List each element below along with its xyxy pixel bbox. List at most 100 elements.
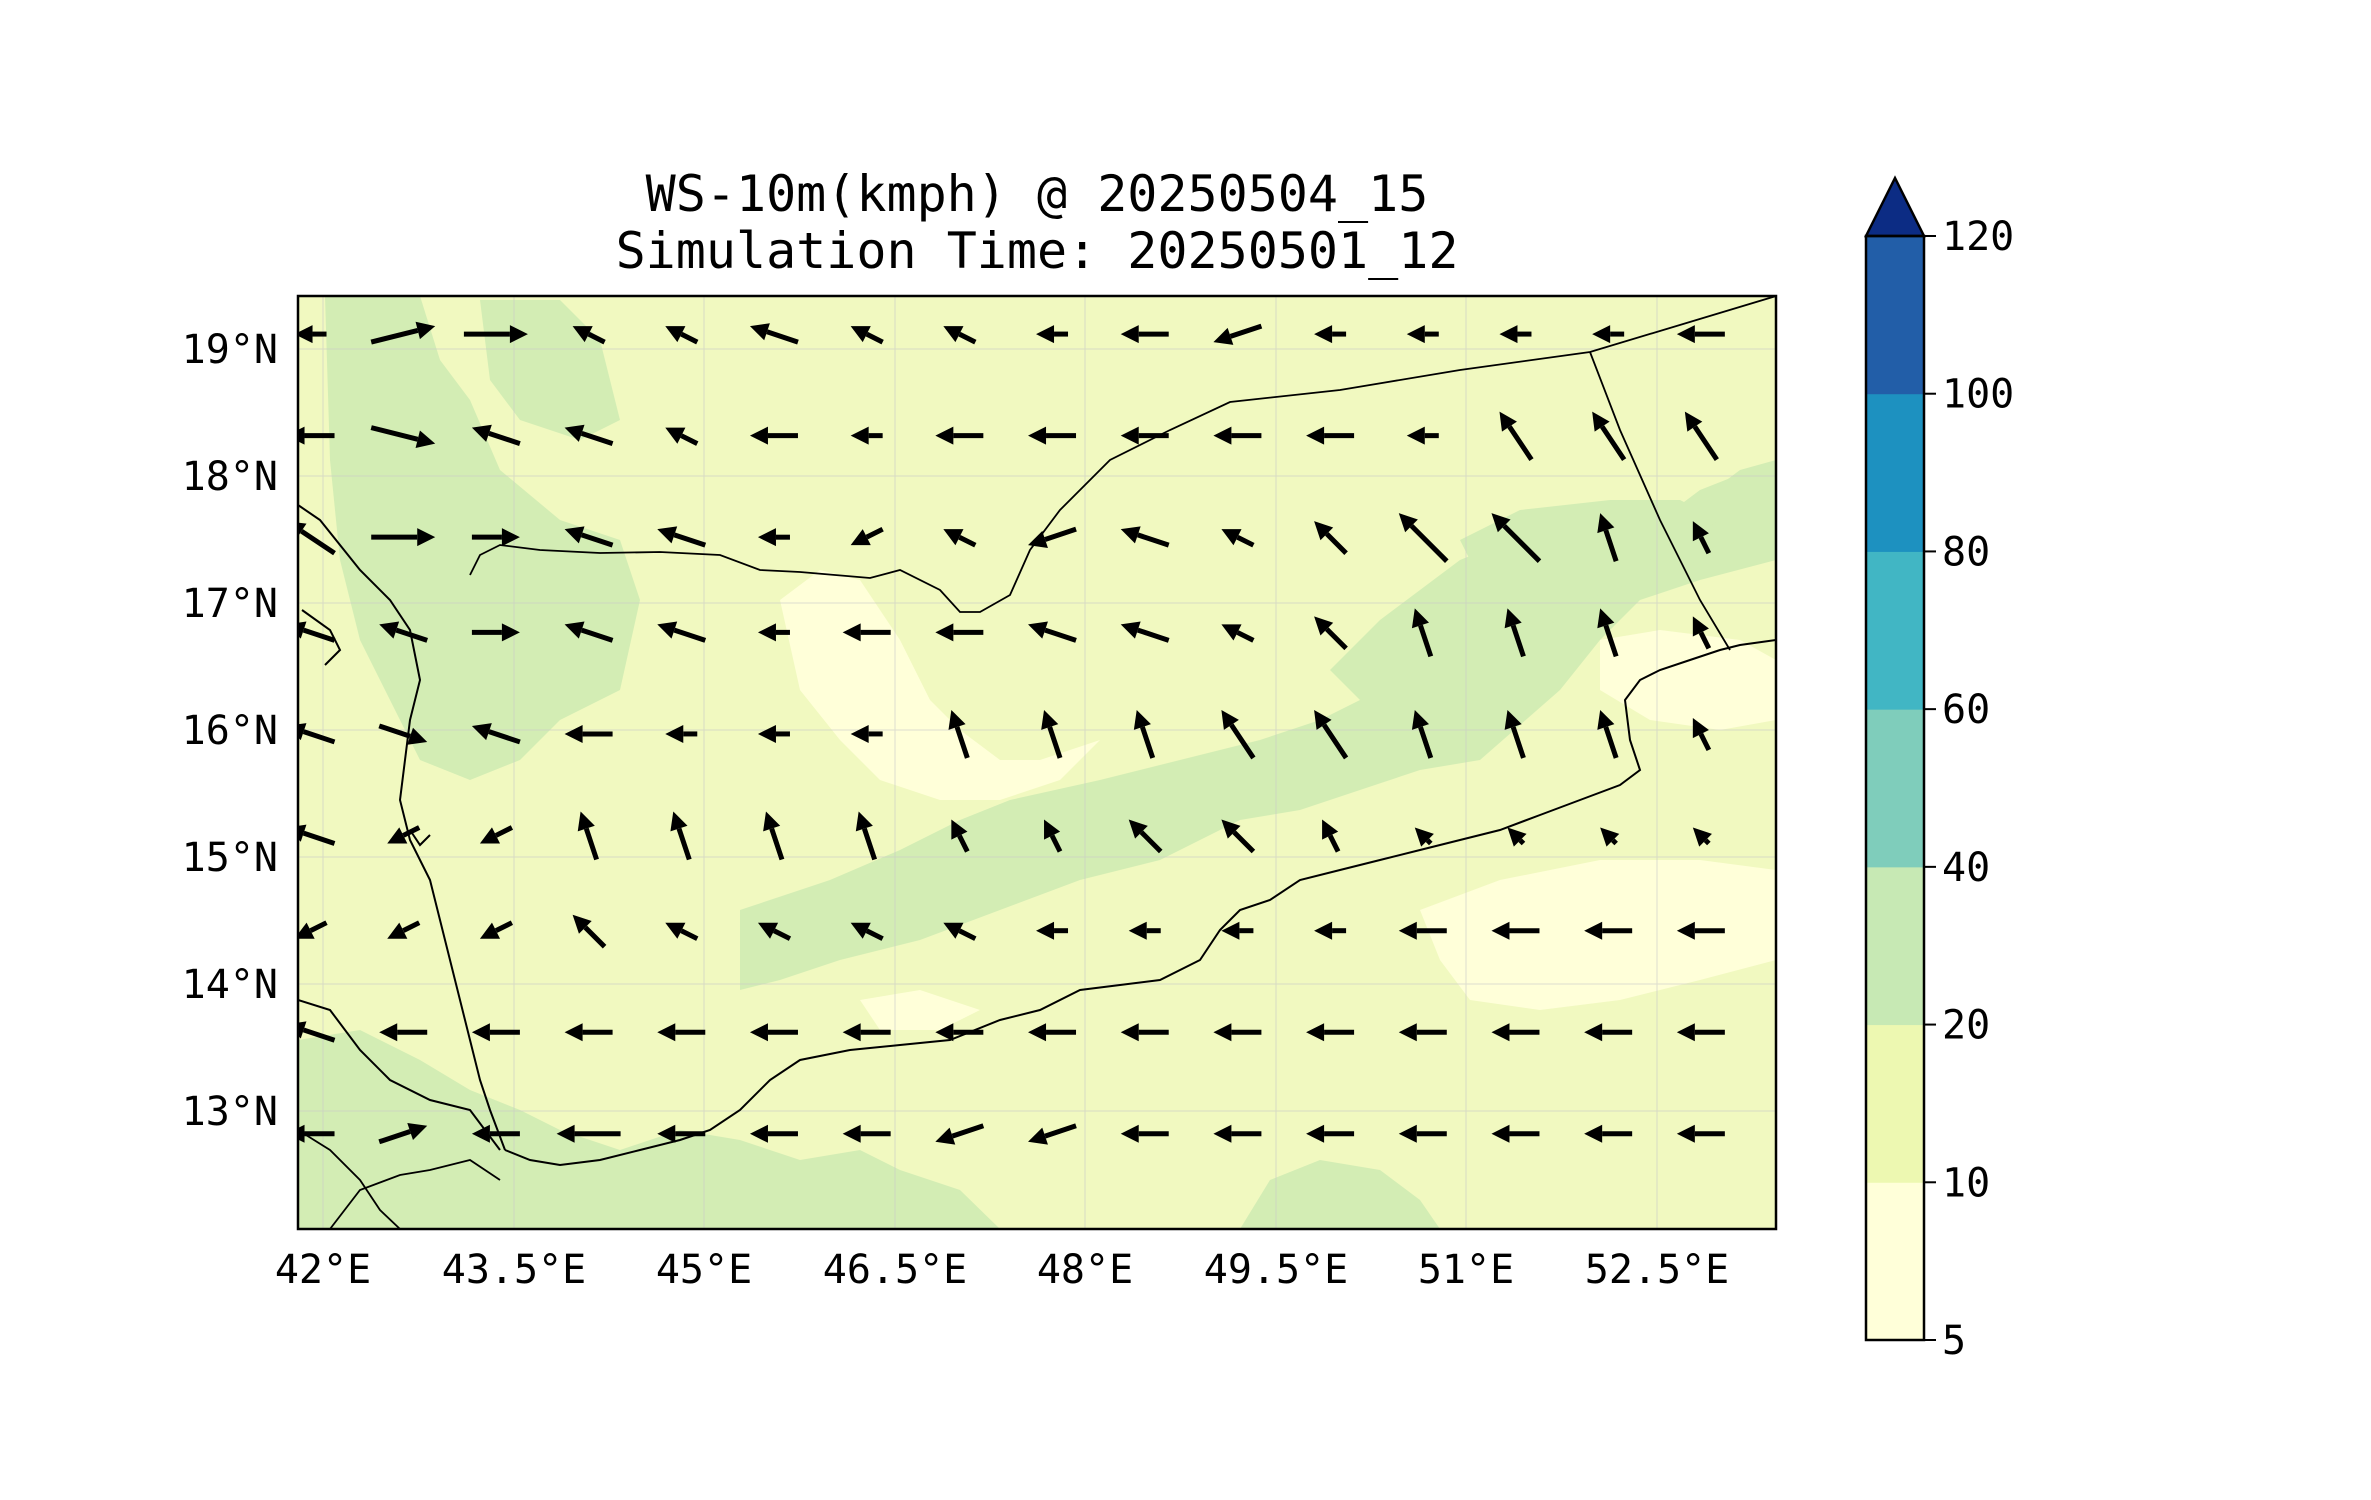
wind-arrow [1120,621,1170,643]
y-tick-label: 17°N [182,581,278,627]
wind-arrow [935,1123,985,1145]
gridlines [298,296,1776,1229]
colorbar-tick-label: 60 [1942,687,1990,733]
wind-arrow [850,426,883,445]
title-line-1: WS-10m(kmph) @ 20250504_15 [646,165,1429,223]
wind-arrow [564,724,613,743]
wind-arrow [1504,709,1526,759]
wind-arrow [471,723,521,745]
wind-arrow [298,522,336,556]
wind-arrow [572,326,606,345]
x-tick-label: 49.5°E [1204,1247,1349,1293]
wind-arrow [471,424,521,447]
wind-arrow [665,427,699,446]
map-frame [296,294,1778,1231]
wind-arrow [556,1124,621,1143]
colorbar-tick-label: 120 [1942,214,2014,260]
wind-arrow [1676,325,1725,344]
wind-arrow [1028,526,1077,549]
wind-arrow [943,529,977,548]
wind-arrow [1597,709,1619,759]
wind-arrow [1398,1124,1447,1143]
wind-arrow [757,922,792,941]
wind-arrow [298,325,327,344]
wind-arrow [1684,411,1719,462]
wind-arrow [1213,1124,1262,1143]
wind-arrow [1213,323,1263,345]
wind-arrow [387,920,421,939]
wind-arrow [1128,921,1161,940]
wind-arrow [935,1023,984,1042]
wind-arrow [298,1021,336,1043]
wind-arrow [1692,717,1712,752]
wind-arrow [842,623,891,642]
wind-arrow [1036,325,1069,344]
colorbar-ticks: 5 10 20 40 60 80 100 120 [1924,214,2014,1364]
wind-arrow [657,1023,706,1042]
wind-arrow [1306,426,1355,445]
colorbar-segment [1866,1024,1924,1183]
colorbar: 5 10 20 40 60 80 100 120 [1863,175,2014,1364]
wind-arrow [1414,827,1434,847]
wind-arrow [1692,521,1712,555]
colorbar-frame [1864,234,1926,1342]
wind-arrow [1406,426,1439,445]
y-tick-label: 15°N [182,835,278,881]
wind-arrow [370,321,436,345]
wind-arrow [665,724,698,743]
wind-arrow [471,1124,520,1143]
wind-arrow [564,424,614,447]
wind-arrow [564,526,614,548]
wind-arrow [479,825,514,844]
wind-arrow [1120,1023,1169,1042]
wind-arrow [1041,709,1063,759]
y-axis: 19°N 18°N 17°N 16°N 15°N 14°N 13°N [182,327,278,1135]
wind-arrow [298,621,336,643]
colorbar-extend-triangle [1863,175,1927,238]
wind-arrow [1411,608,1434,658]
wind-arrow [1597,608,1619,658]
wind-arrow [387,825,421,844]
wind-arrow [379,621,429,643]
wind-arrow [1028,1023,1077,1042]
colorbar-segment [1866,709,1924,868]
wind-arrow [1028,426,1077,445]
wind-arrow [850,724,883,743]
wind-arrow [298,920,328,939]
wind-arrow [1314,709,1349,760]
wind-arrow [1314,921,1347,940]
wind-arrow [1411,709,1434,759]
wind-arrow [1120,526,1170,548]
wind-arrow [378,723,428,745]
wind-arrow [1491,1023,1540,1042]
wind-arrow [855,811,878,861]
x-tick-label: 42°E [275,1247,371,1293]
wind-arrow [479,920,514,939]
wind-arrow [948,709,970,759]
wind-arrow [298,723,336,745]
wind-arrow [1406,325,1439,344]
wind-arrow [370,425,436,448]
wind-arrow [657,526,707,548]
wind-arrow [1213,426,1262,445]
wind-arrow [665,326,699,345]
wind-arrow [371,528,436,547]
y-tick-label: 18°N [182,454,278,500]
wind-arrow [842,1124,891,1143]
wind-arrow [298,1124,335,1143]
wind-arrow [1221,624,1255,643]
wind-arrow [665,922,699,941]
wind-arrow [1676,1124,1725,1143]
x-tick-label: 45°E [656,1247,752,1293]
colorbar-segments [1866,236,1924,1341]
x-tick-label: 51°E [1418,1247,1514,1293]
wind-arrow [1120,426,1169,445]
wind-arrow [1120,325,1169,344]
wind-arrow [657,1124,706,1143]
wind-arrow [572,914,607,949]
wind-arrow [471,623,520,642]
wind-arrow [564,1023,613,1042]
borders [298,296,1776,1229]
y-tick-label: 16°N [182,708,278,754]
wind-arrow [1584,1124,1633,1143]
